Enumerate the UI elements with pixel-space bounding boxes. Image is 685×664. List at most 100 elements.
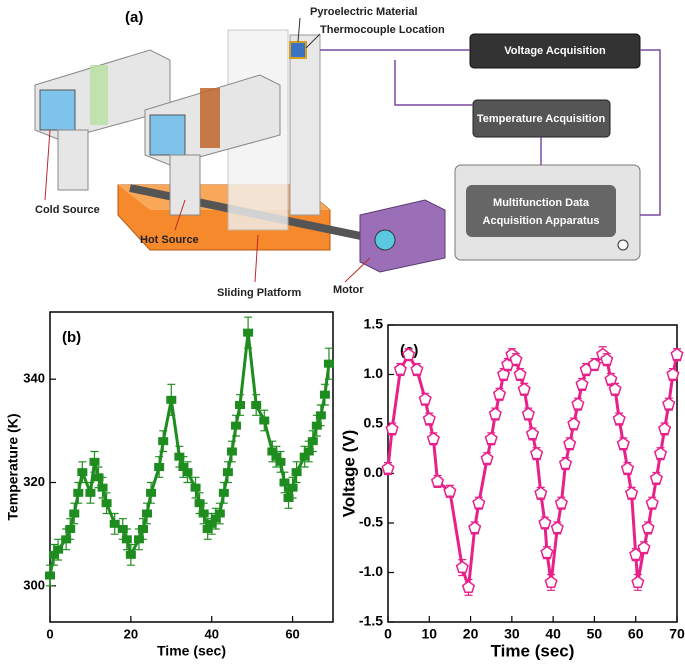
marker xyxy=(69,509,80,518)
temperature-box: Temperature Acquisition xyxy=(472,99,611,138)
hot-handle xyxy=(169,154,201,216)
y-tick-label: 340 xyxy=(23,371,45,386)
connector xyxy=(640,49,661,216)
hot-screen xyxy=(149,114,186,156)
apparatus-panel xyxy=(466,185,616,237)
pointer xyxy=(174,199,186,231)
y-tick-label: 0.5 xyxy=(364,415,384,431)
x-tick-label: 10 xyxy=(421,626,437,642)
diagram: Voltage Acquisition Temperature Acquisit… xyxy=(34,6,661,299)
marker xyxy=(287,483,298,492)
marker xyxy=(509,352,523,366)
marker xyxy=(323,359,334,368)
marker xyxy=(631,575,645,589)
marker xyxy=(73,488,84,497)
marker xyxy=(174,452,185,461)
hot-band xyxy=(200,88,220,148)
marker xyxy=(575,377,589,391)
marker xyxy=(146,488,157,497)
marker xyxy=(381,461,395,475)
marker xyxy=(422,412,436,425)
cold-screen xyxy=(39,89,76,131)
marker xyxy=(61,535,72,544)
marker xyxy=(670,347,684,361)
panel-label: (a) xyxy=(125,9,143,26)
marker xyxy=(198,509,209,518)
y-axis-label: Temperature (K) xyxy=(5,413,21,520)
marker xyxy=(430,474,445,488)
marker xyxy=(291,468,302,477)
marker xyxy=(158,437,169,446)
marker xyxy=(480,451,494,465)
marker xyxy=(93,473,104,482)
x-tick-label: 30 xyxy=(504,626,520,642)
marker xyxy=(587,357,601,371)
marker xyxy=(645,496,659,509)
x-tick-label: 40 xyxy=(204,626,218,641)
marker xyxy=(194,499,205,508)
label: Sliding Platform xyxy=(217,287,302,299)
marker xyxy=(226,447,237,456)
marker xyxy=(154,463,165,471)
marker xyxy=(571,397,585,410)
marker xyxy=(662,397,676,410)
motor-shaft xyxy=(374,229,396,251)
marker xyxy=(455,560,469,574)
marker xyxy=(307,437,318,446)
x-tick-label: 70 xyxy=(669,626,685,642)
marker xyxy=(259,416,270,425)
marker xyxy=(472,496,486,509)
marker xyxy=(616,436,630,450)
x-axis-label: Time (sec) xyxy=(157,643,226,659)
marker xyxy=(311,421,322,430)
marker xyxy=(243,328,254,337)
marker xyxy=(608,382,622,395)
marker xyxy=(625,486,639,499)
marker xyxy=(101,499,112,508)
marker xyxy=(604,372,618,386)
marker xyxy=(89,457,100,466)
marker xyxy=(567,417,581,430)
x-tick-label: 50 xyxy=(587,626,603,642)
plot-frame xyxy=(387,324,678,623)
marker xyxy=(275,457,286,466)
apparatus: Multifunction Data Acquisition Apparatus xyxy=(454,164,641,261)
marker xyxy=(488,407,502,420)
y-tick-label: 1.5 xyxy=(364,316,384,332)
pointer xyxy=(254,234,259,283)
marker xyxy=(554,496,568,509)
y-tick-label: -1.5 xyxy=(359,613,383,629)
marker xyxy=(641,521,655,534)
marker xyxy=(538,516,552,529)
apparatus-label: Multifunction Data xyxy=(493,197,590,209)
marker xyxy=(49,550,60,559)
marker xyxy=(534,486,548,499)
marker xyxy=(402,347,416,361)
label: Motor xyxy=(333,284,364,296)
data-line xyxy=(48,332,331,576)
plot-frame xyxy=(49,311,334,623)
x-tick-label: 60 xyxy=(285,626,299,641)
marker xyxy=(319,390,330,399)
motor xyxy=(359,199,446,273)
marker xyxy=(166,395,177,404)
marker xyxy=(218,488,229,497)
marker xyxy=(418,392,432,405)
x-tick-label: 0 xyxy=(46,626,53,641)
y-axis-label: Voltage (V) xyxy=(339,430,358,518)
marker xyxy=(461,580,476,593)
marker xyxy=(267,447,278,456)
cold-band xyxy=(90,65,108,125)
connector xyxy=(394,60,473,106)
marker xyxy=(283,494,294,502)
x-tick-label: 60 xyxy=(628,626,644,642)
label: Cold Source xyxy=(35,204,100,216)
marker xyxy=(222,468,233,477)
marker xyxy=(540,545,554,559)
marker xyxy=(77,468,88,477)
marker xyxy=(658,421,672,435)
marker xyxy=(190,483,201,492)
marker xyxy=(251,401,262,409)
y-tick-label: 300 xyxy=(23,577,45,592)
y-tick-label: 1.0 xyxy=(364,365,384,381)
